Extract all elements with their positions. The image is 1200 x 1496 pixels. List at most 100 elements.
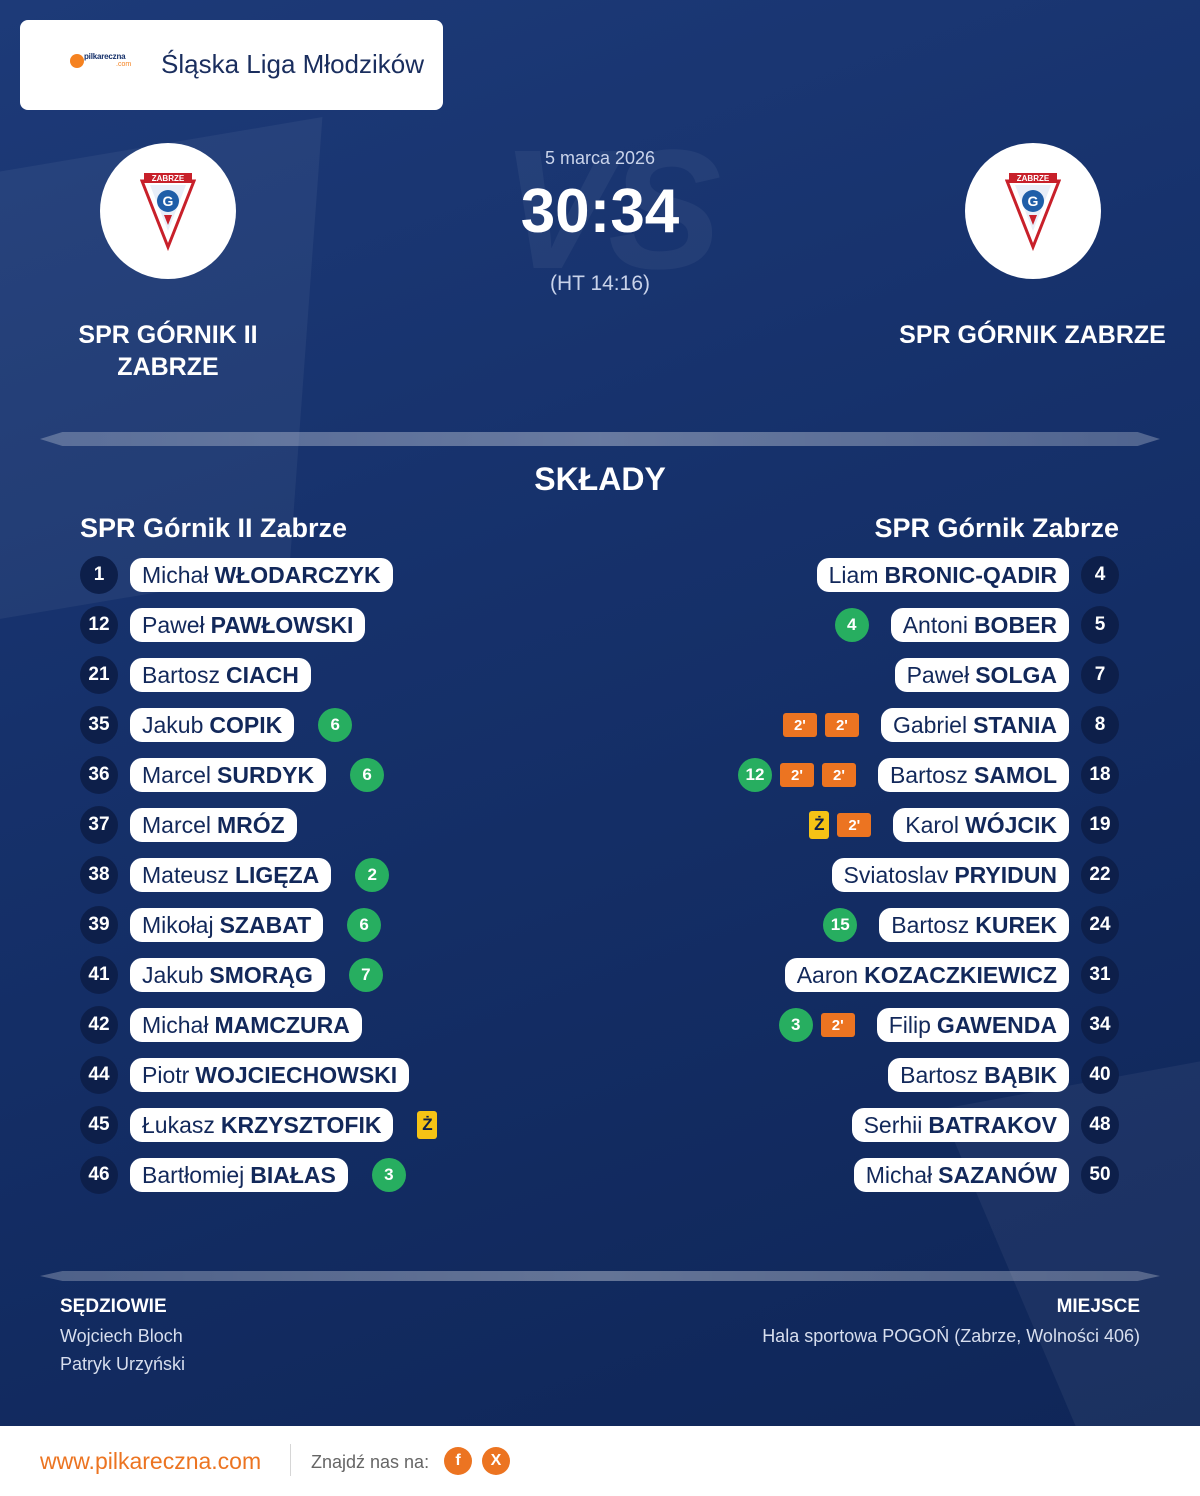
player-first-name: Michał [142, 1011, 209, 1038]
player-first-name: Sviatoslav [843, 861, 949, 888]
goals-badge: 3 [371, 1158, 406, 1192]
player-first-name: Bartosz [891, 911, 970, 938]
halftime-score: (HT 14:16) [550, 272, 650, 295]
suspension-badge: 2' [779, 763, 814, 787]
pilkareczna-logo[interactable]: pilkareczna .com [70, 52, 140, 76]
player-first-name: Mikołaj [142, 911, 214, 938]
player-number: 42 [80, 1006, 118, 1044]
venue-label: MIEJSCE [1056, 1296, 1140, 1317]
svg-text:ZABRZE: ZABRZE [152, 174, 185, 183]
player-number: 44 [80, 1056, 118, 1094]
player-name[interactable]: Gabriel STANIA [880, 708, 1069, 742]
gornik-crest-icon: ZABRZE G [140, 173, 196, 251]
player-name[interactable]: Mateusz LIGĘZA [130, 858, 332, 892]
player-number: 8 [1081, 706, 1119, 744]
suspension-badge: 2' [824, 713, 859, 737]
player-name[interactable]: Piotr WOJCIECHOWSKI [130, 1058, 410, 1092]
player-name[interactable]: Bartosz CIACH [130, 658, 311, 692]
player-number: 31 [1081, 956, 1119, 994]
player-last-name: SOLGA [975, 661, 1057, 688]
player-row: Michał SAZANÓW 50 [853, 1156, 1119, 1194]
player-last-name: MRÓZ [217, 811, 285, 838]
suspension-badge: 2' [820, 1013, 855, 1037]
player-name[interactable]: Michał MAMCZURA [130, 1008, 362, 1042]
player-number: 48 [1081, 1106, 1119, 1144]
player-name[interactable]: Serhii BATRAKOV [851, 1108, 1069, 1142]
player-last-name: WOJCIECHOWSKI [195, 1061, 398, 1088]
player-name[interactable]: Filip GAWENDA [876, 1008, 1069, 1042]
player-name[interactable]: Bartosz KUREK [879, 908, 1069, 942]
player-name[interactable]: Bartosz BĄBIK [888, 1058, 1069, 1092]
player-last-name: KUREK [975, 911, 1057, 938]
goals-badge: 7 [348, 958, 383, 992]
player-last-name: WŁODARCZYK [214, 561, 381, 588]
match-date: 5 marca 2026 [544, 148, 656, 168]
player-name[interactable]: Bartosz SAMOL [877, 758, 1069, 792]
home-team-crest: ZABRZE G [100, 143, 236, 279]
player-name[interactable]: Bartłomiej BIAŁAS [130, 1158, 348, 1192]
player-row: 2' 2' Gabriel STANIA 8 [782, 706, 1119, 744]
player-row: Paweł SOLGA 7 [894, 656, 1119, 694]
divider [40, 1271, 1160, 1281]
player-row: 39 Mikołaj SZABAT 6 [80, 906, 382, 944]
x-icon[interactable]: X [482, 1447, 510, 1475]
player-number: 19 [1081, 806, 1119, 844]
player-last-name: SMORĄG [209, 961, 313, 988]
player-row: Serhii BATRAKOV 48 [851, 1106, 1119, 1144]
gornik-crest-icon: ZABRZE G [1005, 173, 1061, 251]
player-last-name: BATRAKOV [928, 1111, 1057, 1138]
player-first-name: Łukasz [142, 1111, 215, 1138]
player-name[interactable]: Karol WÓJCIK [893, 808, 1069, 842]
yellow-card-icon: Ż [809, 811, 830, 839]
suspension-badge: 2' [837, 813, 872, 837]
league-header[interactable]: pilkareczna .com Śląska Liga Młodzików [20, 20, 443, 110]
player-row: Liam BRONIC-QADIR 4 [816, 556, 1119, 594]
player-name[interactable]: Liam BRONIC-QADIR [816, 558, 1069, 592]
player-name[interactable]: Sviatoslav PRYIDUN [831, 858, 1069, 892]
player-name[interactable]: Antoni BOBER [890, 608, 1069, 642]
suspension-badge: 2' [821, 763, 856, 787]
svg-text:ZABRZE: ZABRZE [1017, 174, 1050, 183]
player-name[interactable]: Marcel MRÓZ [130, 808, 297, 842]
player-last-name: SZABAT [219, 911, 312, 938]
player-row: 37 Marcel MRÓZ [80, 806, 297, 844]
venue-text: Hala sportowa POGOŃ (Zabrze, Wolności 40… [762, 1326, 1140, 1346]
player-first-name: Bartosz [900, 1061, 979, 1088]
player-last-name: BRONIC-QADIR [884, 561, 1058, 588]
player-first-name: Antoni [902, 611, 968, 638]
player-row: 15 Bartosz KUREK 24 [823, 906, 1119, 944]
player-number: 37 [80, 806, 118, 844]
player-number: 22 [1081, 856, 1119, 894]
facebook-icon[interactable]: f [444, 1447, 472, 1475]
player-name[interactable]: Jakub SMORĄG [130, 958, 325, 992]
player-first-name: Bartłomiej [142, 1161, 245, 1188]
player-last-name: MAMCZURA [214, 1011, 350, 1038]
player-last-name: KRZYSZTOFIK [220, 1111, 382, 1138]
ball-icon [70, 54, 84, 68]
player-first-name: Bartosz [889, 761, 968, 788]
player-first-name: Serhii [863, 1111, 923, 1138]
player-row: 38 Mateusz LIGĘZA 2 [80, 856, 390, 894]
player-name[interactable]: Paweł SOLGA [894, 658, 1069, 692]
website-link[interactable]: www.pilkareczna.com [40, 1448, 262, 1474]
player-first-name: Michał [142, 561, 209, 588]
player-number: 50 [1081, 1156, 1119, 1194]
league-title: Śląska Liga Młodzików [161, 49, 425, 79]
player-first-name: Marcel [142, 761, 212, 788]
player-first-name: Jakub [142, 711, 204, 738]
player-row: 45 Łukasz KRZYSZTOFIK Ż [80, 1106, 438, 1144]
player-number: 46 [80, 1156, 118, 1194]
player-name[interactable]: Michał WŁODARCZYK [130, 558, 393, 592]
player-name[interactable]: Marcel SURDYK [130, 758, 327, 792]
player-name[interactable]: Paweł PAWŁOWSKI [130, 608, 366, 642]
player-number: 24 [1081, 906, 1119, 944]
player-name[interactable]: Mikołaj SZABAT [130, 908, 324, 942]
player-name[interactable]: Aaron KOZACZKIEWICZ [784, 958, 1069, 992]
player-name[interactable]: Jakub COPIK [130, 708, 295, 742]
svg-text:G: G [1028, 193, 1039, 209]
player-number: 35 [80, 706, 118, 744]
player-row: 42 Michał MAMCZURA [80, 1006, 362, 1044]
player-name[interactable]: Łukasz KRZYSZTOFIK [130, 1108, 394, 1142]
player-name[interactable]: Michał SAZANÓW [853, 1158, 1069, 1192]
player-first-name: Michał [865, 1161, 933, 1188]
